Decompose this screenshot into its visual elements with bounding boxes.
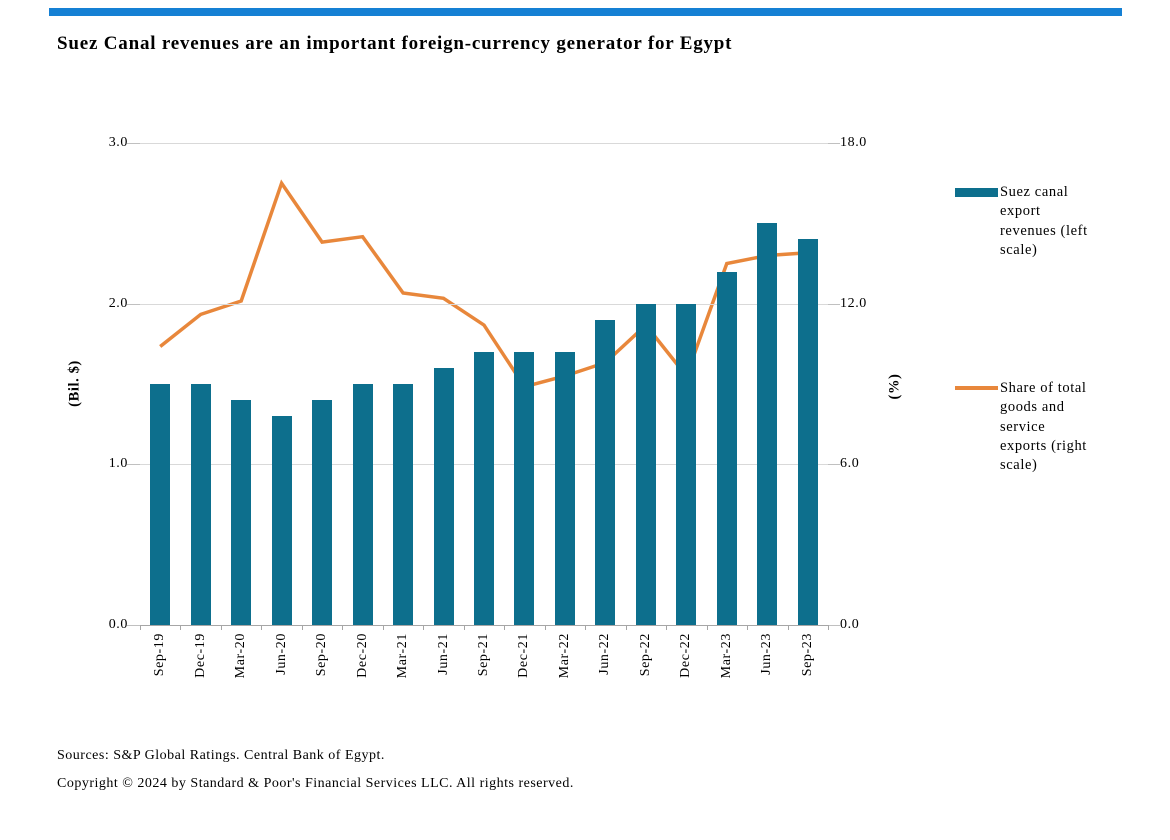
x-axis-label: Sep-21 — [476, 633, 491, 677]
x-axis-tickmark — [301, 625, 303, 630]
sources-text: Sources: S&P Global Ratings. Central Ban… — [57, 748, 385, 763]
bar — [271, 416, 292, 625]
x-axis-label: Sep-23 — [799, 633, 815, 677]
x-axis-label: Mar-22 — [556, 633, 572, 679]
top-accent-bar — [49, 8, 1122, 16]
trend-line — [159, 179, 808, 389]
bar — [352, 384, 373, 625]
bar — [514, 351, 535, 625]
x-axis-tickmark — [504, 625, 506, 630]
legend-label-line: Share of total goods and service exports (r… — [1000, 379, 1125, 475]
x-axis-tickmark — [220, 625, 222, 630]
bar — [393, 384, 414, 625]
bar — [554, 351, 575, 625]
x-axis-tickmark — [261, 625, 263, 630]
gridline — [140, 143, 828, 144]
left-axis-tick-label: 2.0 — [108, 295, 128, 311]
legend-label-line-text: scale) — [1000, 241, 1038, 258]
legend-label-line-text: exports (right — [1000, 437, 1087, 454]
right-axis-tickmark — [828, 143, 840, 144]
x-axis-label: Sep-19 — [152, 633, 168, 677]
bar — [312, 400, 333, 625]
right-axis-tickmark — [828, 625, 840, 626]
x-axis-label: Dec-19 — [192, 633, 208, 678]
copyright-text: Copyright © 2024 by Standard & Poor's Fi… — [57, 776, 574, 791]
right-axis-tick-label: 18.0 — [840, 135, 867, 150]
right-axis-tickmark — [828, 303, 840, 305]
x-axis-label: Dec-21 — [516, 633, 532, 678]
x-axis-label: Jun-23 — [759, 633, 775, 675]
left-axis-tickmark — [127, 303, 140, 305]
left-axis-tick-label: 0.0 — [108, 617, 128, 632]
x-axis-label: Dec-20 — [354, 633, 370, 678]
legend-label-line-text: export — [1000, 203, 1041, 220]
bar — [595, 319, 616, 625]
x-axis-tickmark — [544, 625, 546, 630]
x-axis-label: Mar-23 — [718, 633, 734, 679]
bar — [150, 384, 171, 625]
x-axis-label: Jun-21 — [435, 633, 451, 675]
right-axis-tick-label: 0.0 — [840, 617, 860, 632]
x-axis-line — [140, 625, 829, 626]
right-axis-tick-label: 6.0 — [840, 456, 860, 472]
x-axis-tickmark — [140, 625, 141, 630]
left-axis-tickmark — [127, 464, 140, 466]
x-axis-tickmark — [706, 625, 708, 630]
x-axis-tickmark — [382, 625, 384, 630]
x-axis-label: Jun-20 — [273, 633, 289, 675]
bar — [635, 303, 656, 625]
legend-label-bars: Suez canal export revenues (left scale) — [1000, 183, 1125, 260]
legend-label-line-text: Share of total — [1000, 380, 1087, 396]
left-axis-title: (Bil. $) — [66, 360, 83, 407]
x-axis-tickmark — [342, 625, 344, 630]
legend-label-line-text: service — [1000, 418, 1046, 435]
left-axis-tickmark — [127, 143, 140, 144]
left-axis-tick-label: 3.0 — [108, 135, 128, 150]
legend-label-line-text: scale) — [1000, 457, 1038, 474]
left-axis-tick-label: 1.0 — [108, 456, 128, 472]
bar — [231, 400, 252, 625]
right-axis-tickmark — [828, 464, 840, 466]
bar — [190, 384, 211, 625]
right-axis-title: (%) — [886, 373, 903, 400]
bar — [474, 351, 494, 625]
x-axis-label: Mar-20 — [233, 633, 249, 679]
bar — [433, 367, 454, 625]
x-axis-tickmark — [625, 625, 627, 630]
x-axis-label: Sep-20 — [314, 633, 330, 677]
x-axis-tickmark — [463, 625, 465, 630]
right-axis-tick-label: 12.0 — [840, 295, 867, 311]
left-axis-tickmark — [127, 625, 140, 626]
bar — [676, 303, 697, 625]
legend-label-line-text: revenues (left — [1000, 222, 1088, 239]
x-axis-label: Mar-21 — [395, 633, 411, 679]
legend-label-line-text: goods and — [1000, 399, 1065, 416]
bar — [716, 271, 737, 625]
x-axis-tickmark — [666, 625, 668, 630]
x-axis-tickmark — [585, 625, 587, 630]
x-axis-tickmark — [423, 625, 425, 630]
trend-line-layer — [159, 179, 808, 389]
legend-swatch-bar — [955, 188, 998, 197]
x-axis-label: Sep-22 — [637, 633, 653, 677]
x-axis-label: Jun-22 — [597, 633, 613, 675]
chart-title: Suez Canal revenues are an important for… — [57, 33, 733, 54]
x-axis-tickmark — [180, 625, 182, 630]
x-axis-label: Dec-22 — [678, 633, 694, 678]
bar — [797, 239, 818, 625]
gridline — [140, 303, 828, 305]
x-axis-tickmark — [828, 625, 829, 630]
legend-swatch-line — [955, 386, 998, 390]
bar — [757, 223, 778, 625]
legend-label-line-text: Suez canal — [1000, 184, 1069, 200]
x-axis-tickmark — [787, 625, 789, 630]
x-axis-tickmark — [747, 625, 749, 630]
